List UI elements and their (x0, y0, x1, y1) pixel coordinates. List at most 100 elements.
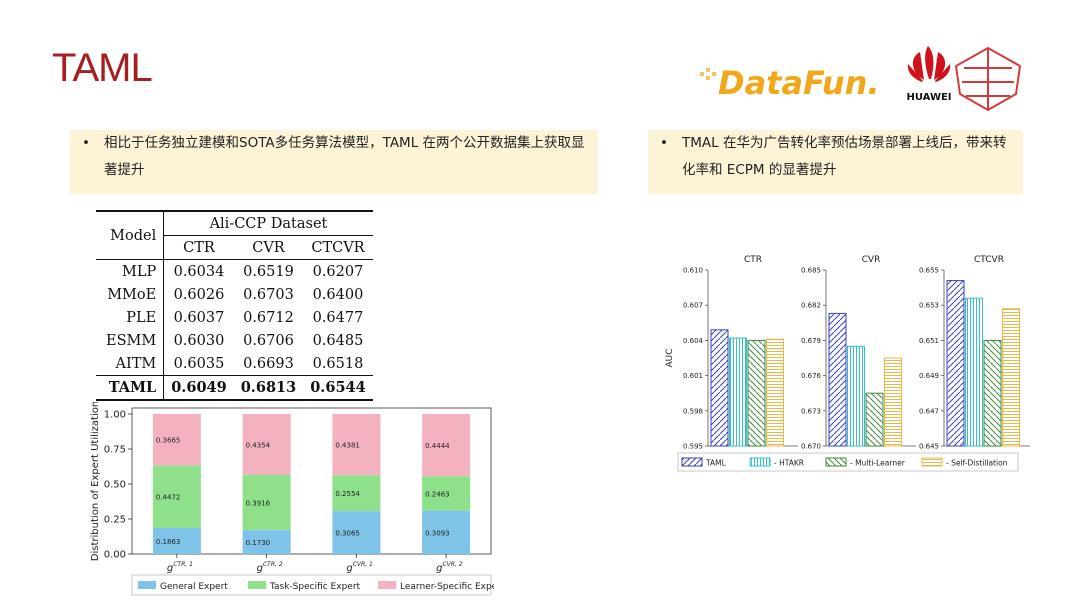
segment-value-label: 0.4381 (335, 442, 360, 450)
stack-segment (332, 475, 381, 512)
header-dataset: Ali-CCP Dataset (163, 210, 373, 236)
legend-label: Learner-Specific Expert (400, 582, 494, 592)
panel-title: CTR (744, 255, 762, 265)
y-tick-label: 0.610 (683, 267, 703, 275)
segment-value-label: 0.3916 (246, 499, 271, 507)
logo-group: DataFun. HUAWEI (700, 46, 1022, 112)
table-row: AITM 0.6035 0.6693 0.6518 (96, 352, 373, 376)
table-header-row: Model Ali-CCP Dataset (96, 210, 373, 260)
segment-value-label: 0.1863 (156, 538, 181, 546)
table-row-best: TAML 0.6049 0.6813 0.6544 (96, 375, 373, 401)
row-cvr: 0.6813 (233, 375, 304, 401)
y-tick-label: 1.00 (104, 410, 126, 421)
y-tick-label: 0.676 (801, 372, 822, 380)
ablation-auc-chart: AUC 0.595 0.598 0.601 0.604 0.607 0.610 CTR 0.67… (665, 255, 1030, 472)
huawei-wordmark: HUAWEI (906, 92, 951, 103)
row-model: PLE (96, 306, 165, 329)
segment-value-label: 0.2463 (425, 490, 450, 498)
row-ctr: 0.6035 (173, 355, 225, 372)
stack-segment (422, 414, 471, 477)
row-ctcvr: 0.6544 (303, 375, 373, 401)
stack-segment (332, 511, 381, 554)
bar-1 (729, 337, 747, 447)
legend-swatch (248, 581, 266, 589)
bullet-icon: • (82, 135, 90, 151)
row-model: MMoE (96, 283, 165, 306)
bar-0 (710, 329, 729, 447)
legend-label: - Self-Distillation (946, 459, 1008, 468)
segment-value-label: 0.3665 (156, 437, 181, 445)
y-tick-label: 0.647 (919, 407, 939, 415)
stack-segment (422, 476, 471, 511)
legend-swatch (138, 581, 156, 589)
panel-ctr: 0.595 0.598 0.601 0.604 0.607 0.610 CTR (683, 255, 798, 451)
header-model: Model (96, 210, 165, 260)
legend-frame (131, 574, 492, 596)
bar-3 (884, 357, 902, 447)
table-row: PLE 0.6037 0.6712 0.6477 (96, 306, 373, 329)
row-ctcvr: 0.6207 (303, 259, 373, 283)
bar-1 (847, 345, 865, 447)
y-tick-label: 0.25 (104, 515, 126, 526)
legend-label: Task-Specific Expert (269, 582, 361, 592)
table-row: MMoE 0.6026 0.6703 0.6400 (96, 283, 373, 306)
y-tick-label: 0.673 (801, 407, 821, 415)
y-tick-label: 0.655 (919, 267, 939, 275)
row-ctcvr: 0.6518 (312, 355, 364, 372)
chart-legend: TAML - HTAKR - Multi-Learner - Self-Distill… (677, 452, 1019, 472)
partner-emblem-icon (954, 46, 1022, 112)
legend-label: - Multi-Learner (850, 459, 906, 468)
table-subheader-row: CTR CVR CTCVR (96, 236, 373, 260)
y-tick-label: 0.685 (801, 267, 821, 275)
row-ctr: 0.6049 (163, 375, 234, 401)
segment-value-label: 0.3065 (335, 530, 360, 538)
bar-0 (828, 312, 847, 447)
plot-frame (131, 407, 492, 555)
row-cvr: 0.6519 (233, 259, 304, 283)
y-tick-label: 0.645 (919, 443, 939, 451)
stack-segment (242, 529, 291, 554)
row-model: MLP (96, 259, 165, 283)
y-tick-label: 0.670 (801, 443, 821, 451)
header-cvr: CVR (252, 239, 285, 256)
row-ctr: 0.6030 (173, 332, 225, 349)
header-ctcvr: CTCVR (311, 239, 365, 256)
y-tick-label: 0.679 (801, 337, 821, 345)
legend-label: General Expert (160, 582, 228, 592)
y-tick-label: 0.601 (683, 372, 703, 380)
x-tick-label: gCTR, 2 (257, 561, 283, 574)
y-tick-label: 0.598 (683, 407, 703, 415)
bar-0 (946, 280, 965, 447)
row-model: ESMM (96, 329, 165, 352)
y-axis-label: Distribution of Expert Utilization (90, 402, 101, 561)
row-cvr: 0.6706 (243, 332, 294, 349)
legend-swatch (825, 457, 847, 467)
table-row: MLP 0.6034 0.6519 0.6207 (96, 259, 373, 283)
stack-segment (152, 414, 201, 466)
y-tick-label: 0.50 (104, 480, 126, 491)
y-tick-label: 0.595 (683, 443, 703, 451)
slide-title: TAML (52, 46, 153, 90)
legend-swatch (681, 457, 703, 467)
stack-segment (152, 527, 201, 554)
header-ctr: CTR (183, 239, 215, 256)
y-tick-label: 0.607 (683, 302, 703, 310)
bar-2 (747, 339, 766, 447)
left-highlight-box: • 相比于任务独立建模和SOTA多任务算法模型，TAML 在两个公开数据集上获取… (70, 130, 598, 194)
row-cvr: 0.6693 (243, 355, 294, 372)
bar-3 (1002, 308, 1020, 447)
legend-swatch (921, 457, 943, 467)
x-tick-label: gCVR, 2 (436, 561, 463, 574)
y-axis-label: AUC (665, 348, 675, 367)
left-bullet-text: 相比于任务独立建模和SOTA多任务算法模型，TAML 在两个公开数据集上获取显著… (104, 135, 585, 178)
segment-value-label: 0.4354 (246, 441, 271, 449)
datafun-wordmark: DataFun. (718, 64, 880, 102)
row-ctr: 0.6034 (163, 259, 234, 283)
x-tick-label: gCVR, 1 (346, 561, 372, 574)
stack-segment (332, 414, 381, 476)
segment-value-label: 0.3093 (425, 529, 450, 537)
y-tick-label: 0.00 (104, 550, 126, 561)
legend-label: TAML (705, 459, 727, 468)
row-cvr: 0.6712 (243, 309, 294, 326)
